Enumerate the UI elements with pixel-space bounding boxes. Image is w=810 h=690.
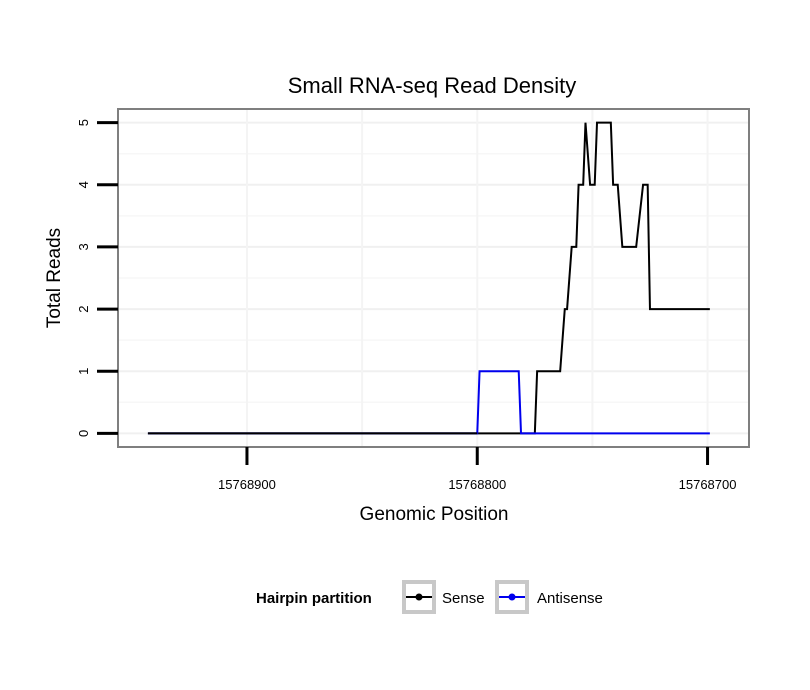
grid [118,109,749,447]
legend-key-sense-dot [415,593,423,601]
y-tick-label: 5 [76,119,91,126]
legend-label-sense: Sense [442,590,485,607]
plot-border [117,108,750,448]
legend-item-antisense: Antisense [495,580,603,614]
y-axis-title: Total Reads [44,228,65,328]
x-tick-label: 15768700 [679,477,737,492]
x-axis: 15768900 15768800 15768700 [218,447,736,492]
x-axis-title: Genomic Position [360,504,509,525]
x-tick-label: 15768900 [218,477,276,492]
y-tick-label: 1 [76,368,91,375]
y-tick-label: 0 [76,430,91,437]
y-axis: 0 1 2 3 4 5 [76,119,118,437]
series-layer [147,121,710,435]
y-tick-label: 2 [76,305,91,312]
legend-label-antisense: Antisense [537,590,603,607]
legend-key-antisense-dot [508,593,516,601]
series-line-sense [147,121,710,435]
legend-title: Hairpin partition [256,590,372,607]
y-tick-label: 4 [76,181,91,188]
y-tick-label: 3 [76,243,91,250]
chart-title: Small RNA-seq Read Density [288,73,577,98]
legend-item-sense: Sense [402,580,485,614]
x-tick-label: 15768800 [448,477,506,492]
legend: Hairpin partition Sense Antisense [256,580,603,614]
